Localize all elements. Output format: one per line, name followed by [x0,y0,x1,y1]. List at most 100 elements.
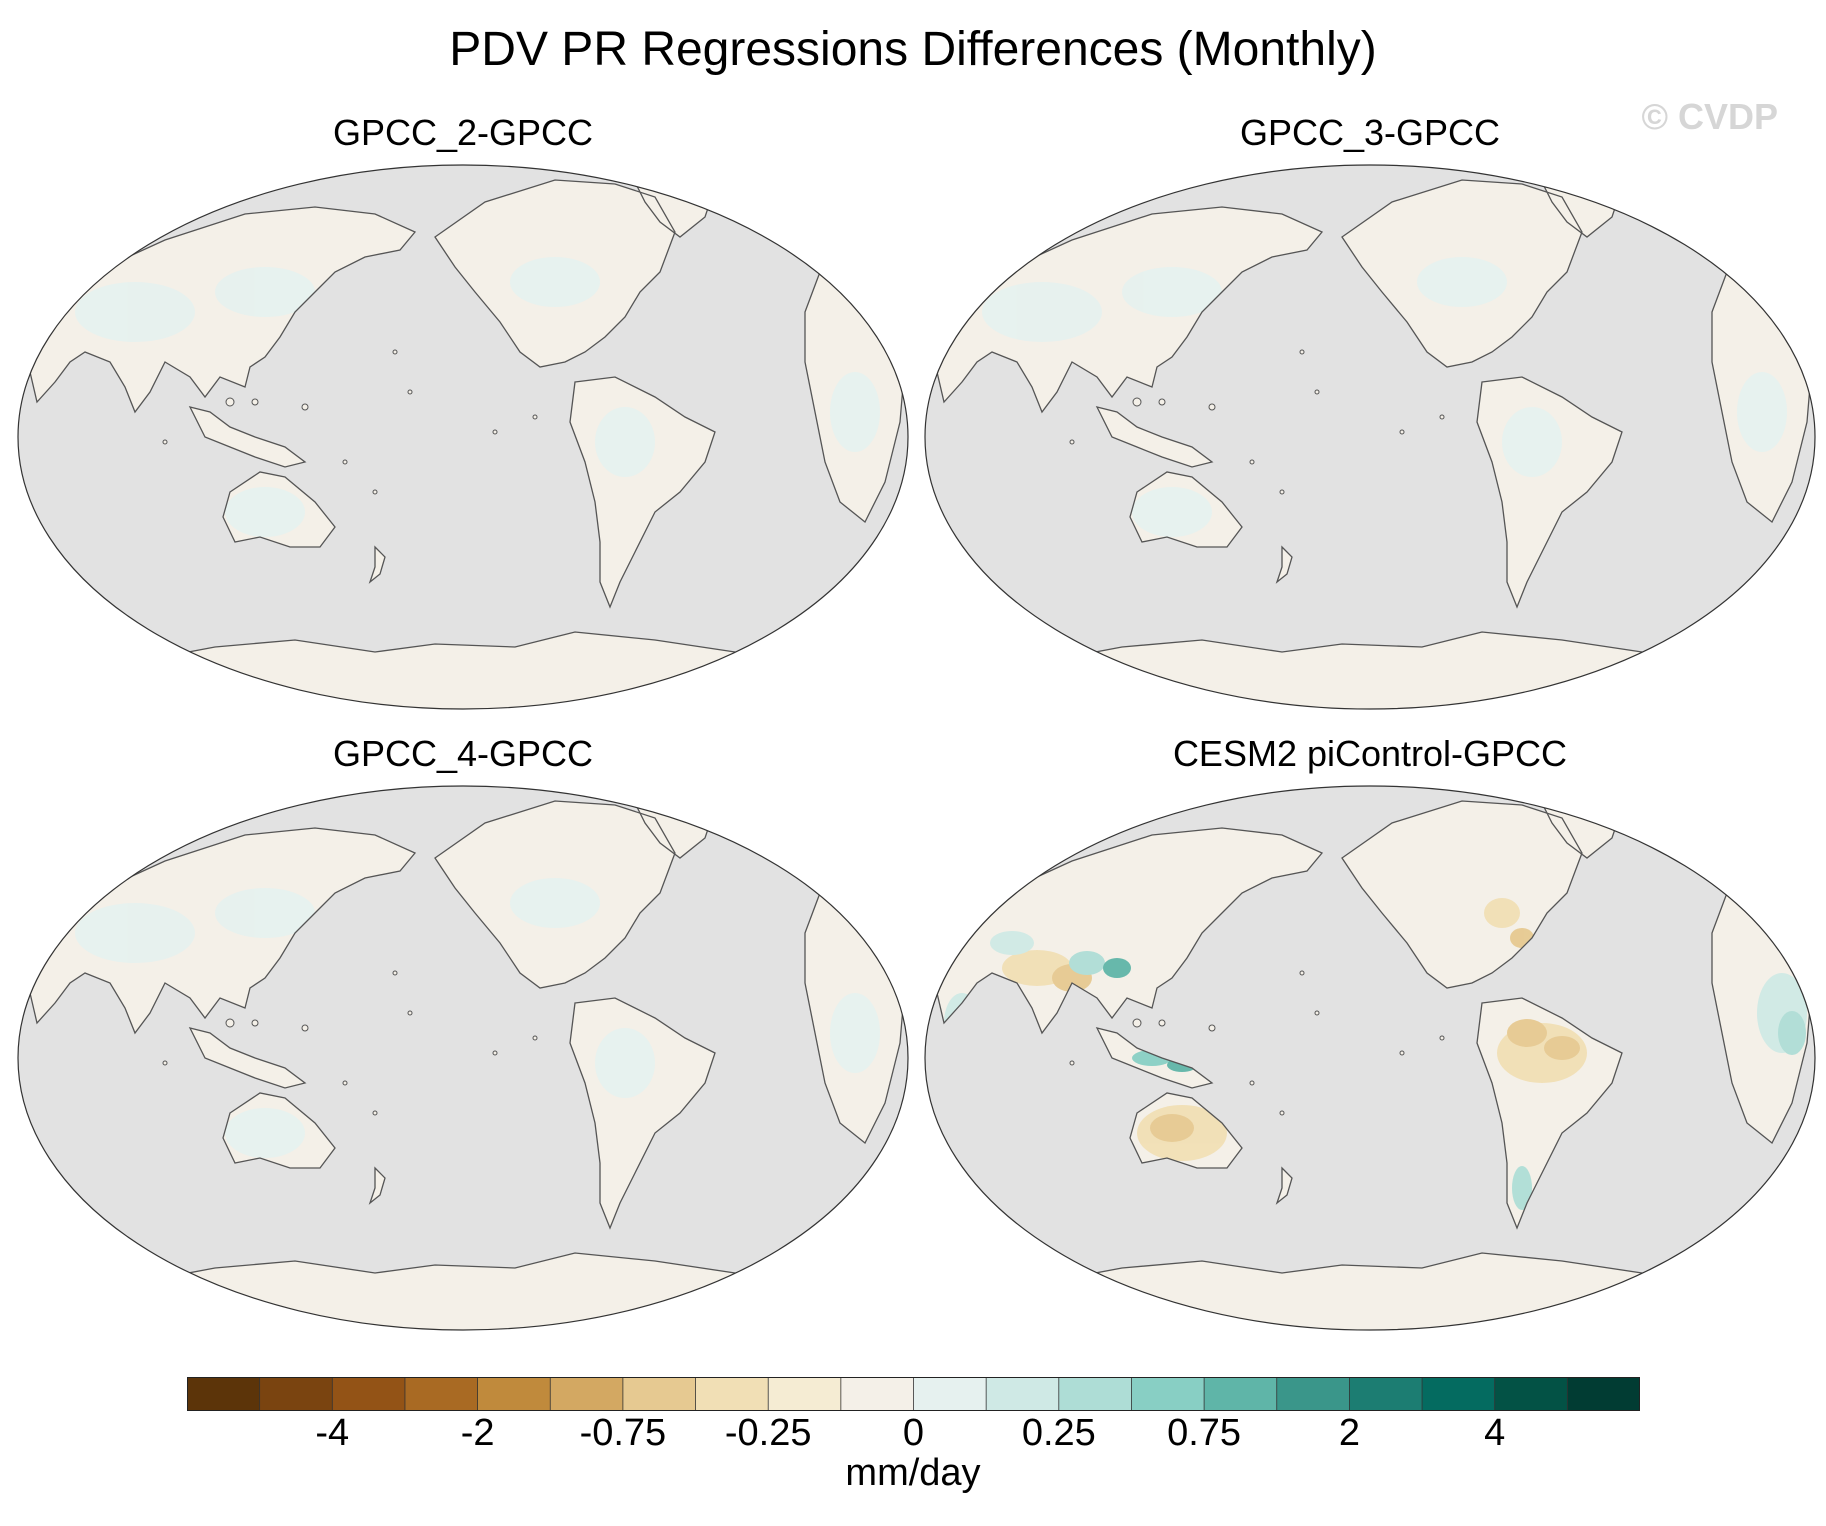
colorbar-swatch [1494,1377,1569,1411]
map-border [17,164,909,710]
precip-anomaly-patch [1069,951,1105,975]
island [392,970,398,976]
island [492,429,498,435]
coastline [569,997,716,1230]
world-map [17,164,909,710]
island [1299,970,1305,976]
coastline [29,206,417,414]
colorbar-swatch [259,1377,334,1411]
island [342,1080,348,1086]
coastline [936,206,1324,414]
colorbar-swatch [985,1377,1060,1411]
island [1069,1060,1075,1066]
colorbar-swatch [1203,1377,1278,1411]
island [372,489,378,495]
precip-anomaly-patch [595,407,655,477]
precip-anomaly-patch [1502,407,1562,477]
world-map [17,785,909,1331]
coastline [1275,1166,1293,1205]
island [1279,1110,1285,1116]
landmass-seAsia [1097,407,1212,467]
precip-anomaly-patch [1132,487,1212,537]
island [532,414,538,420]
precip-anomaly-patch [1507,1019,1547,1047]
colorbar-swatch [404,1377,479,1411]
map-panel-cesm2-picontrol: CESM2 piControl-GPCC [922,733,1818,1333]
island [251,398,259,406]
island [1279,489,1285,495]
coastline [1341,179,1583,368]
colorbar-swatch [840,1377,915,1411]
precip-anomaly-patch [982,282,1102,342]
colorbar-tick-label: -0.75 [579,1412,667,1454]
map-panel-gpcc-3: GPCC_3-GPCC [922,112,1818,712]
island [1439,1035,1445,1041]
map-border [924,785,1816,1331]
island [1399,1050,1405,1056]
colorbar-tick-label: -0.25 [724,1412,812,1454]
colorbar-tick-label: -2 [460,1412,495,1454]
precip-anomaly-patch [1544,1036,1580,1060]
colorbar-swatch [1349,1377,1423,1411]
colorbar-swatch [622,1377,697,1411]
coastline [1275,545,1293,584]
landmass-newzealand [1277,547,1292,582]
colorbar-swatch [1566,1377,1640,1411]
panel-title: GPCC_4-GPCC [332,733,594,774]
island [1249,1080,1255,1086]
coastline [936,827,1324,1035]
island [372,1110,378,1116]
colorbar-tick-label: 4 [1484,1412,1506,1454]
colorbar-tick-label: 0.25 [1021,1412,1096,1454]
island [1314,1010,1320,1016]
coastline [1129,471,1243,548]
world-map [924,164,1816,710]
coastline [1341,800,1583,989]
landmass-seAsia [190,407,305,467]
precip-anomaly-patch [510,878,600,928]
precip-anomaly-patch [75,282,195,342]
island [1314,389,1320,395]
panel-title: GPCC_3-GPCC [1239,112,1501,153]
island [1158,398,1166,406]
colorbar-swatch [695,1377,770,1411]
island [162,439,168,445]
cvdp-watermark: © CVDP [1641,96,1778,137]
precip-anomaly-patch [225,487,305,537]
island [1132,397,1142,407]
precip-anomaly-patch [1150,1114,1194,1142]
world-map [924,785,1816,1331]
island [1158,1019,1166,1027]
panel-title: GPCC_2-GPCC [332,112,594,153]
coastline [1476,997,1623,1230]
coastline [1129,1092,1243,1169]
coastline [434,800,676,989]
island [1249,459,1255,465]
island [225,397,235,407]
colorbar-swatch [187,1377,261,1411]
coastline [1095,406,1214,468]
island [301,403,309,411]
precip-anomaly-patch [1103,958,1131,978]
island [407,1010,413,1016]
colorbar-swatch [477,1377,552,1411]
colorbar-swatch [1421,1377,1496,1411]
island [1399,429,1405,435]
figure-title: PDV PR Regressions Differences (Monthly) [449,23,1377,76]
coastline [222,471,336,548]
colorbar-tick-label: 2 [1338,1412,1360,1454]
map-panel-gpcc-2: GPCC_2-GPCC [15,112,911,712]
precip-anomaly-patch [510,257,600,307]
precip-anomaly-patch [595,1028,655,1098]
island [342,459,348,465]
island [392,349,398,355]
island [1299,349,1305,355]
island [407,389,413,395]
island [1439,414,1445,420]
island [532,1035,538,1041]
panel-title: CESM2 piControl-GPCC [1172,733,1568,774]
colorbar [187,1377,1640,1411]
coastline [188,1027,307,1089]
map-border [924,164,1816,710]
precip-anomaly-patch [215,888,315,938]
